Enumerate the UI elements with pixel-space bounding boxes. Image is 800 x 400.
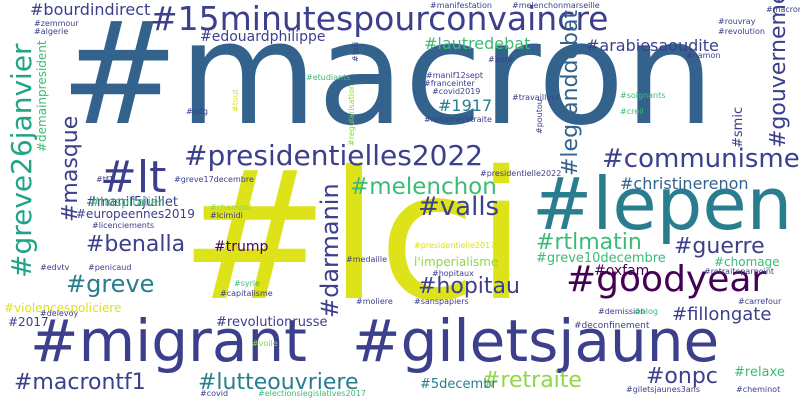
word-communisme: #communisme	[602, 144, 800, 174]
word-edvtv: #edvtv	[40, 263, 70, 272]
word-deconfinement: #deconfinement	[574, 321, 650, 331]
word-lt: #lt	[100, 152, 167, 203]
word-giletsjaune: #giletsjaune	[352, 307, 720, 375]
word-chomage: #chomage	[714, 255, 780, 269]
word-greve: #greve	[66, 270, 155, 298]
word-licenciements: #licenciements	[92, 221, 155, 230]
word-bourdindirect: #bourdindirect	[30, 0, 151, 19]
word-oxfam: #oxfam	[594, 263, 650, 279]
word-revolution: #revolution	[718, 27, 765, 36]
word-guerre: #guerre	[674, 234, 765, 259]
word-creil: #creil	[620, 107, 644, 116]
word-electionslegislatives2017: #electionslegislatives2017	[258, 389, 366, 398]
word-fillongate: #fillongate	[672, 304, 772, 325]
word-cheminot: #cheminot	[736, 385, 781, 394]
word-reformeretraite: #reformeretraite	[424, 115, 492, 124]
word-retraiteparpoint: #retraiteparpoint	[704, 267, 775, 276]
word-tati: #tati	[351, 41, 360, 62]
word-legranddebat: #legranddebat	[558, 9, 583, 176]
word-hopitau: #hopitau	[418, 274, 520, 299]
word-lcimidi: #lcimidi	[210, 211, 243, 220]
word-retraite: #retraite	[482, 368, 582, 393]
word-migrant: #migrant	[30, 307, 307, 375]
word-benalla: #benalla	[86, 232, 186, 257]
word-travailleur: #travailleur	[512, 93, 560, 102]
word-limperialisme: l'imperialisme	[414, 255, 499, 269]
word-demainpresident: #demainpresident	[35, 40, 49, 152]
word-europeennes2019: #europeennes2019	[76, 207, 195, 221]
word-voile: #voile	[252, 339, 278, 348]
word-revolutionrusse: #revolutionrusse	[216, 315, 328, 330]
word-syrie: #syrie	[234, 279, 261, 288]
word-tf1: #tf1	[96, 175, 114, 184]
word-capitalisme: #capitalisme	[220, 289, 273, 298]
word-demission: #demission	[598, 307, 646, 316]
word-christinerenon: #christinerenon	[620, 174, 749, 193]
word-poutou: #poutou	[535, 99, 544, 134]
word-regularisation: #regularisation	[347, 84, 356, 146]
word-giletsjaunes3ans: #giletsjaunes3ans	[626, 385, 701, 394]
word-rouvray: #rouvray	[718, 17, 756, 26]
word-lautredebat: #lautredebat	[424, 34, 531, 53]
word-macrontf1: #macrontf1	[14, 370, 146, 395]
word-namon: #namon	[686, 51, 721, 60]
word-relaxe: #relaxe	[734, 365, 785, 380]
word-edouardphilippe: #edouardphilippe	[200, 29, 326, 45]
word-lutteouvriere: #lutteouvriere	[198, 370, 359, 395]
word-medaille: #medaille	[346, 255, 387, 264]
word-5decembr: #5decembr	[420, 377, 497, 392]
word-pdg: #pdg	[186, 107, 208, 116]
word-hopitaux: #hopitaux	[432, 269, 474, 278]
word-carrefour: #carrefour	[738, 297, 782, 306]
word-1917: #1917	[438, 96, 493, 115]
word-15minutespourconvaincre: #15minutespourconvaincre	[150, 0, 609, 38]
word-gouvernement: #gouvernement	[766, 0, 791, 148]
word-greve17decembre: #greve17decembre	[174, 175, 254, 184]
word-greve26janvier: #greve26janvier	[5, 43, 38, 278]
word-lci: #lci	[180, 133, 526, 340]
word-macron: #macron	[60, 0, 715, 157]
word-onpc: #onpc	[646, 364, 718, 389]
word-greve10decembre: #greve10decembre	[536, 251, 666, 266]
word-soignants: #soignants	[620, 91, 666, 100]
word-darmanin: #darmanin	[316, 183, 344, 318]
word-covid2019: #covid2019	[432, 87, 481, 96]
word-manifestation: #manifestation	[430, 1, 492, 10]
word-melenchon: #melenchon	[350, 174, 497, 200]
word-goodyear: #goodyear	[566, 259, 767, 300]
word-manif5juillet: #manif5juillet	[86, 195, 179, 210]
word-zemmour: #zemmour	[34, 19, 79, 28]
word-delevoy: #delevoy	[40, 309, 79, 318]
word-algerie: #algerie	[34, 27, 69, 36]
word-moliere: #moliere	[356, 297, 393, 306]
word-2017: #2017	[8, 315, 49, 329]
word-covid: #covid	[200, 389, 229, 398]
word-rtlmatin: #rtlmatin	[536, 230, 642, 255]
word-bour: #bour	[488, 55, 514, 64]
word-blog: #blog	[634, 307, 658, 316]
word-manif12sept: #manif12sept	[426, 71, 483, 80]
word-trump: #trump	[214, 239, 269, 255]
word-champol: #champol	[210, 203, 252, 212]
word-etudiants: #etudiants	[306, 73, 351, 82]
word-smic: #smic	[731, 106, 746, 148]
word-melenchonmarseille: #melenchonmarseille	[512, 1, 600, 10]
word-macron-small: #macron	[766, 5, 800, 14]
word-presidentielle2017: #presidentielle2017	[414, 241, 496, 250]
word-valls: #valls	[418, 192, 500, 222]
word-violencespoliciere: #violencespoliciere	[4, 301, 122, 315]
word-franceinter: #franceinter	[424, 79, 475, 88]
word-tout: #tout	[231, 89, 240, 112]
word-arabiesaoudite: #arabiesaoudite	[586, 36, 719, 55]
word-sanspapiers: #sanspapiers	[414, 297, 469, 306]
word-penicaud: #penicaud	[88, 263, 132, 272]
word-hospitalier: #hospitalier	[90, 195, 164, 209]
word-lepen: #lepen	[532, 162, 793, 246]
word-presidentielles2022: #presidentielles2022	[184, 139, 484, 172]
word-presidentielle2022: #presidentielle2022	[480, 169, 562, 178]
